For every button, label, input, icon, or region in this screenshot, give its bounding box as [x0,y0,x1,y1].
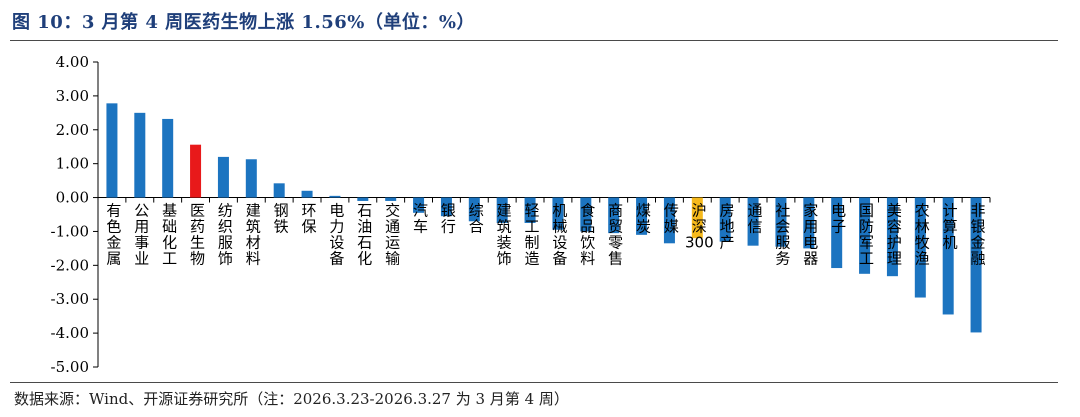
bar-14 [468,197,480,222]
category-label: 钢铁 [274,202,289,236]
bar-9 [329,195,341,198]
bar-23 [719,197,731,242]
category-label: 社会服务 [775,202,790,268]
category-label: 基础化工 [162,202,177,268]
bar-30 [914,197,926,298]
category-label: 沪深 300 [685,202,714,252]
category-label: 环保 [302,202,317,236]
bar-28 [859,197,871,274]
bar-21 [663,197,675,244]
bar-20 [636,197,648,235]
category-label: 房地产 [720,202,735,252]
y-tick-label: -5.00 [51,358,89,376]
bar-7 [273,183,285,198]
bar-2 [134,112,146,198]
category-label: 传媒 [664,202,679,236]
category-label: 石油石化 [357,202,372,268]
y-tick-label: 1.00 [56,155,89,173]
bar-31 [942,197,954,315]
category-label: 交通运输 [385,202,400,268]
bar-26 [803,197,815,249]
bar-29 [886,197,898,277]
top-rule [10,40,1058,41]
y-tick-label: 2.00 [56,121,89,139]
category-label: 煤炭 [636,202,651,236]
bar-25 [775,197,787,247]
chart-title: 图 10：3 月第 4 周医药生物上涨 1.56%（单位：%） [12,12,475,33]
category-label: 农林牧渔 [915,202,930,268]
category-label: 非银金融 [971,202,986,268]
bar-15 [496,197,508,223]
bar-13 [440,197,452,217]
category-label: 电力设备 [329,202,344,268]
category-label: 医药生物 [190,202,205,268]
category-label: 机械设备 [552,202,567,268]
bar-3 [162,118,174,198]
bar-10 [357,197,369,201]
category-label: 国防军工 [859,202,874,268]
category-label: 轻工制造 [525,202,540,268]
category-label: 汽车 [413,202,428,236]
y-tick-label: 0.00 [56,189,89,207]
bar-19 [608,197,620,234]
bars [106,103,982,333]
bar-24 [747,197,759,246]
bar-12 [413,197,425,213]
category-label: 纺织服饰 [218,202,233,268]
category-label: 家用电器 [803,202,818,268]
category-label: 银行 [441,202,456,236]
bar-27 [831,197,843,269]
y-tick-label: -1.00 [51,222,89,240]
bar-16 [524,197,536,223]
category-label: 建筑材料 [246,202,261,268]
bar-11 [385,197,397,201]
category-label: 综合 [469,202,484,236]
source-note: 数据来源：Wind、开源证券研究所（注：2026.3.23-2026.3.27 … [14,390,569,408]
bar-32 [970,197,982,333]
y-tick-label: -3.00 [51,290,89,308]
category-label: 商贸零售 [608,202,623,268]
y-tick-label: 3.00 [56,87,89,105]
bar-8 [301,190,313,198]
category-labels: 有色金属公用事业基础化工医药生物纺织服饰建筑材料钢铁环保电力设备石油石化交通运输… [106,202,985,268]
bar-4 [190,144,202,198]
y-tick-label: 4.00 [56,53,89,71]
category-label: 计算机 [943,202,958,252]
category-label: 电子 [831,202,846,236]
bar-17 [552,197,564,230]
y-tick-label: -4.00 [51,324,89,342]
y-tick-label: -2.00 [51,256,89,274]
category-label: 通信 [748,202,763,236]
bar-6 [245,159,257,198]
bar-18 [580,197,592,232]
category-label: 有色金属 [106,202,121,268]
bar-22 [691,197,703,239]
bar-5 [217,156,229,198]
bar-1 [106,103,118,198]
bottom-rule [10,382,1058,383]
category-label: 建筑装饰 [497,202,512,268]
category-label: 食品饮料 [580,202,595,268]
category-label: 美容护理 [887,202,902,268]
category-label: 公用事业 [134,202,149,268]
